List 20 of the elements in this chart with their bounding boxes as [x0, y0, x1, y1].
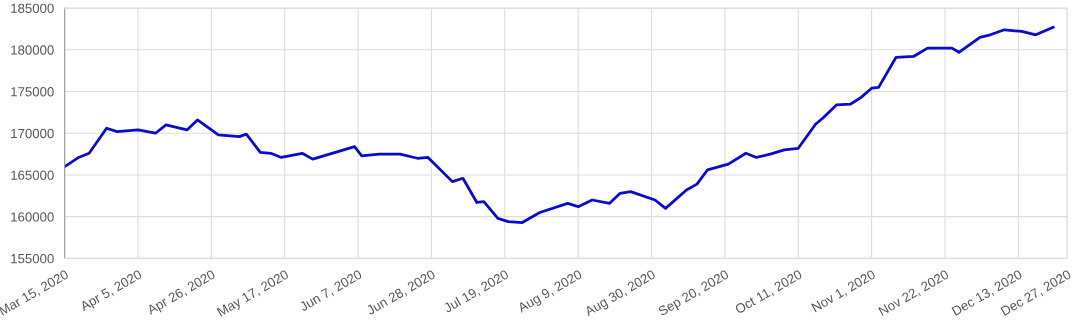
- x-tick-label: Nov 1, 2020: [811, 269, 877, 314]
- x-tick-label: Apr 26, 2020: [146, 269, 218, 318]
- x-tick-label: Aug 30, 2020: [583, 269, 658, 319]
- line-series: [64, 25, 1055, 224]
- x-tick-label: Oct 11, 2020: [734, 269, 804, 316]
- x-tick-label: Nov 22, 2020: [878, 269, 951, 318]
- x-tick-label: Jun 7, 2020: [298, 269, 364, 313]
- y-tick-label: 185000: [11, 3, 54, 13]
- y-tick-label: 180000: [11, 45, 54, 55]
- x-tick-label: Aug 9, 2020: [516, 269, 584, 316]
- x-tick-label: May 17, 2020: [216, 269, 291, 319]
- y-tick-label: 155000: [11, 253, 54, 264]
- x-tick-label: Jun 28, 2020: [365, 269, 437, 317]
- x-tick-label: Apr 5, 2020: [79, 269, 144, 314]
- y-tick-label: 175000: [11, 87, 54, 97]
- y-tick-label: 160000: [11, 212, 54, 222]
- y-tick-label: 170000: [11, 128, 54, 139]
- x-tick-label: Jul 19, 2020: [442, 269, 510, 315]
- y-tick-label: 165000: [11, 170, 54, 180]
- x-tick-label: Sep 20, 2020: [657, 269, 731, 319]
